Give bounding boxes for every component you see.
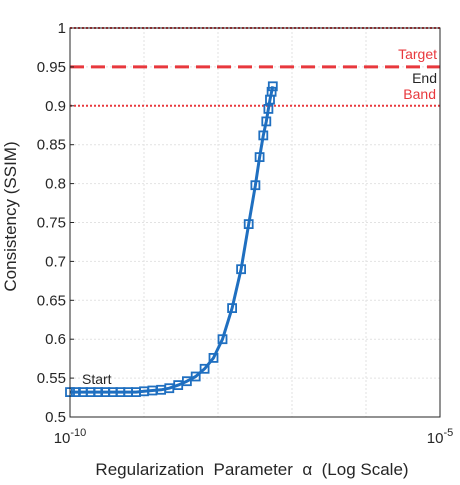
end-annotation: End [412,70,437,86]
band-annotation: Band [403,86,436,102]
y-tick-label: 0.95 [37,59,66,76]
y-axis-title: Consistency (SSIM) [1,141,20,291]
start-annotation: Start [82,371,112,387]
x-axis-title: Regularization Parameter α (Log Scale) [95,460,408,479]
data-point-marker [261,116,272,127]
data-point-marker [71,387,81,398]
data-point-marker [217,334,228,345]
data-point-marker [227,303,238,314]
data-point-marker [190,371,201,382]
data-point-marker [263,104,274,114]
data-point-marker [254,152,265,163]
y-tick-label: 0.8 [45,176,66,193]
data-point-marker [208,352,219,363]
data-point-marker [236,264,247,275]
y-tick-label: 0.65 [37,292,66,309]
data-point-marker [267,81,278,92]
y-tick-label: 0.5 [45,409,66,426]
y-tick-label: 1 [58,20,66,37]
annotations: Target End Band Start [82,46,437,387]
y-tick-label: 0.85 [37,137,66,154]
x-tick-label: 10-5 [427,427,453,447]
x-tick-label: 10-10 [54,427,87,447]
y-tick-label: 0.7 [45,253,66,270]
data-point-marker [199,363,210,374]
y-tick-label: 0.55 [37,370,66,387]
data-point-marker [258,130,269,141]
data-point-marker [266,86,277,97]
series-line [70,85,275,394]
y-tick-label: 0.6 [45,331,66,348]
target-annotation: Target [398,46,437,62]
series-layer [65,81,278,398]
y-tick-label: 0.9 [45,98,66,115]
data-point-marker [243,219,254,230]
data-point-marker [250,180,261,191]
y-axis-ticks: 0.5 0.55 0.6 0.65 0.7 0.75 0.8 0.85 0.9 0.95 1 [37,20,74,426]
x-axis-ticks: 10-10 10-5 [54,413,453,447]
y-tick-label: 0.75 [37,215,66,232]
